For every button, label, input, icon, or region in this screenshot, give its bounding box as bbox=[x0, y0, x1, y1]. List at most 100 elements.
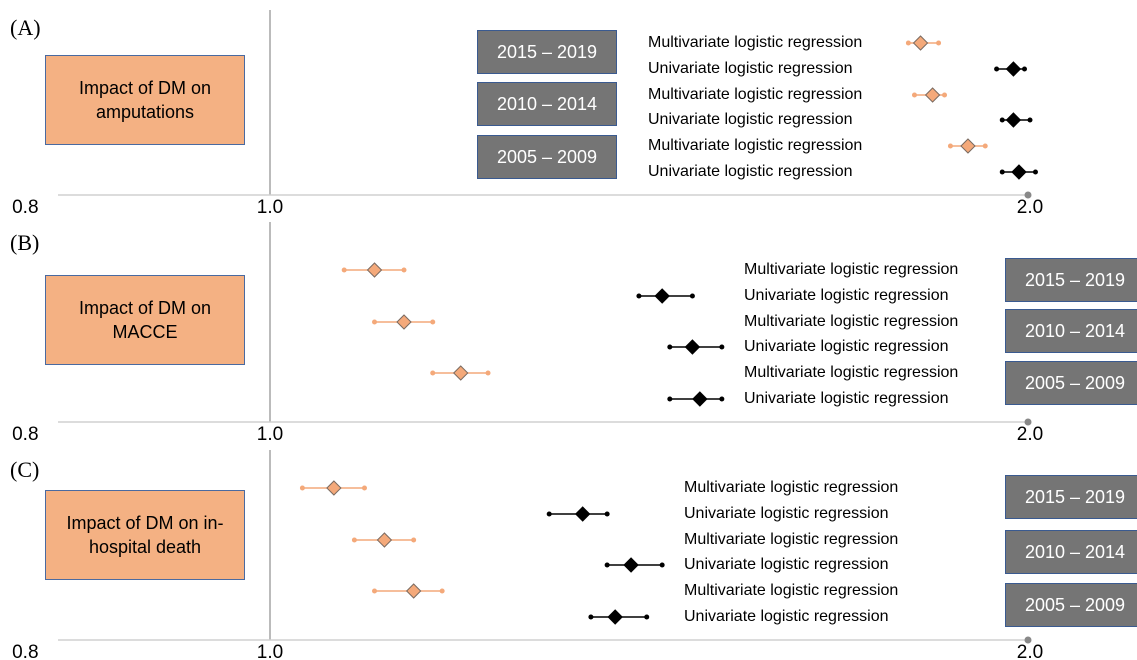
row-label: Univariate logistic regression bbox=[684, 505, 889, 522]
panel-label: (A) bbox=[10, 15, 41, 40]
row-label: Univariate logistic regression bbox=[648, 60, 853, 77]
ci-upper bbox=[1027, 117, 1033, 123]
estimate-diamond bbox=[692, 391, 708, 407]
ci-upper bbox=[982, 143, 988, 149]
period-label: 2015 – 2019 bbox=[1005, 475, 1137, 519]
ci-lower bbox=[341, 267, 347, 273]
estimate-diamond bbox=[1011, 164, 1027, 180]
ci-upper bbox=[936, 40, 942, 46]
ci-lower bbox=[546, 511, 552, 517]
x-tick-label: 0.8 bbox=[12, 197, 38, 218]
ci-lower bbox=[667, 344, 673, 350]
estimate-diamond bbox=[924, 87, 941, 103]
estimate-diamond bbox=[1005, 112, 1022, 128]
estimate-diamond bbox=[326, 480, 342, 496]
outcome-title: Impact of DM on in-hospital death bbox=[45, 490, 245, 580]
estimate-diamond bbox=[453, 365, 469, 381]
ci-upper bbox=[659, 562, 665, 568]
estimate-diamond bbox=[607, 609, 623, 625]
x-tick-label: 1.0 bbox=[257, 642, 283, 660]
row-label: Univariate logistic regression bbox=[648, 111, 853, 128]
estimate-diamond bbox=[1005, 61, 1022, 77]
ci-lower bbox=[999, 117, 1005, 123]
ci-lower bbox=[299, 485, 305, 491]
period-label: 2015 – 2019 bbox=[477, 30, 617, 74]
estimate-diamond bbox=[574, 506, 591, 522]
ci-lower bbox=[372, 588, 378, 594]
period-label: 2005 – 2009 bbox=[1005, 361, 1137, 405]
estimate-diamond bbox=[684, 339, 701, 355]
estimate-diamond bbox=[396, 314, 412, 330]
ci-upper bbox=[1022, 66, 1028, 72]
ci-lower bbox=[911, 92, 917, 98]
period-label: 2015 – 2019 bbox=[1005, 258, 1137, 302]
row-label: Univariate logistic regression bbox=[684, 556, 889, 573]
outcome-title: Impact of DM on amputations bbox=[45, 55, 245, 145]
row-label: Univariate logistic regression bbox=[744, 287, 949, 304]
estimate-diamond bbox=[960, 138, 976, 154]
row-label: Multivariate logistic regression bbox=[744, 313, 958, 330]
row-label: Multivariate logistic regression bbox=[744, 364, 958, 381]
panel-label: (C) bbox=[10, 457, 39, 482]
ci-upper bbox=[719, 344, 725, 350]
ci-upper bbox=[411, 537, 417, 543]
x-tick-label: 2.0 bbox=[1017, 424, 1043, 445]
row-label: Multivariate logistic regression bbox=[648, 86, 862, 103]
ci-lower bbox=[372, 319, 378, 325]
ci-upper bbox=[604, 511, 610, 517]
ci-upper bbox=[1032, 169, 1038, 175]
ci-upper bbox=[485, 370, 491, 376]
ci-upper bbox=[439, 588, 445, 594]
estimate-diamond bbox=[912, 35, 929, 51]
x-tick-label: 2.0 bbox=[1017, 197, 1043, 218]
x-tick-label: 2.0 bbox=[1017, 642, 1043, 660]
outcome-title: Impact of DM on MACCE bbox=[45, 275, 245, 365]
row-label: Multivariate logistic regression bbox=[684, 479, 898, 496]
ci-upper bbox=[361, 485, 367, 491]
row-label: Univariate logistic regression bbox=[744, 390, 949, 407]
period-label: 2010 – 2014 bbox=[1005, 309, 1137, 353]
estimate-diamond bbox=[654, 288, 670, 304]
period-label: 2005 – 2009 bbox=[477, 135, 617, 179]
ci-upper bbox=[942, 92, 948, 98]
ci-lower bbox=[947, 143, 953, 149]
row-label: Multivariate logistic regression bbox=[684, 582, 898, 599]
ci-lower bbox=[994, 66, 1000, 72]
row-label: Multivariate logistic regression bbox=[684, 531, 898, 548]
ci-upper bbox=[689, 293, 695, 299]
ci-lower bbox=[999, 169, 1005, 175]
panel-label: (B) bbox=[10, 230, 39, 255]
ci-lower bbox=[430, 370, 436, 376]
axis-end-dot bbox=[1024, 191, 1032, 199]
x-tick-label: 0.8 bbox=[12, 424, 38, 445]
ci-lower bbox=[905, 40, 911, 46]
ci-upper bbox=[430, 319, 436, 325]
ci-upper bbox=[719, 396, 725, 402]
row-label: Multivariate logistic regression bbox=[744, 261, 958, 278]
row-label: Univariate logistic regression bbox=[684, 608, 889, 625]
period-label: 2005 – 2009 bbox=[1005, 583, 1137, 627]
ci-lower bbox=[667, 396, 673, 402]
axis-end-dot bbox=[1024, 636, 1032, 644]
period-label: 2010 – 2014 bbox=[1005, 530, 1137, 574]
ci-upper bbox=[644, 614, 650, 620]
row-label: Multivariate logistic regression bbox=[648, 137, 862, 154]
estimate-diamond bbox=[366, 262, 383, 278]
ci-lower bbox=[604, 562, 610, 568]
estimate-diamond bbox=[623, 557, 639, 573]
period-label: 2010 – 2014 bbox=[477, 82, 617, 126]
x-tick-label: 0.8 bbox=[12, 642, 38, 660]
row-label: Univariate logistic regression bbox=[744, 338, 949, 355]
axis-end-dot bbox=[1024, 418, 1032, 426]
estimate-diamond bbox=[376, 532, 393, 548]
row-label: Multivariate logistic regression bbox=[648, 34, 862, 51]
x-tick-label: 1.0 bbox=[257, 197, 283, 218]
row-label: Univariate logistic regression bbox=[648, 163, 853, 180]
estimate-diamond bbox=[405, 583, 422, 599]
ci-lower bbox=[351, 537, 357, 543]
ci-upper bbox=[401, 267, 407, 273]
x-tick-label: 1.0 bbox=[257, 424, 283, 445]
ci-lower bbox=[636, 293, 642, 299]
